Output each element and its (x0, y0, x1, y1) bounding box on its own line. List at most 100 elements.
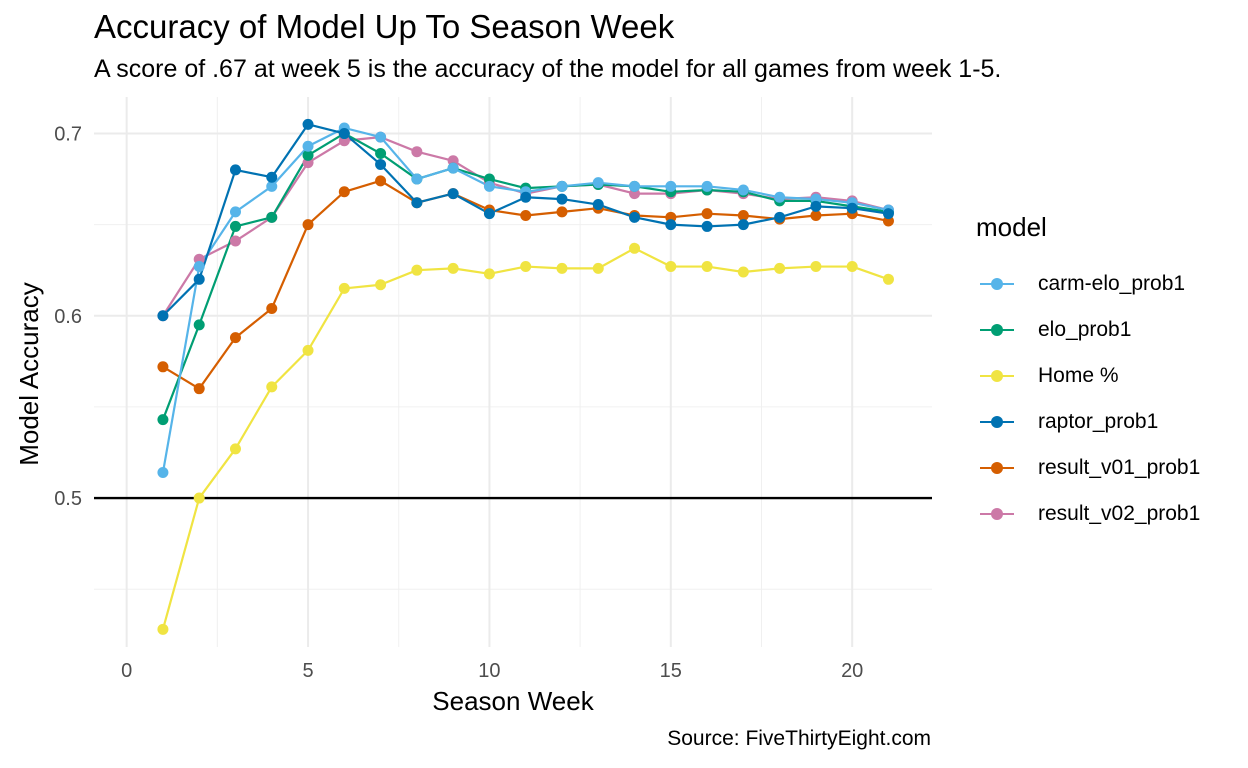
data-point-raptor-prob1 (665, 219, 677, 231)
data-point-home (338, 282, 350, 294)
legend-label: raptor_prob1 (1038, 410, 1159, 433)
legend-label: carm-elo_prob1 (1038, 272, 1186, 295)
data-point-raptor-prob1 (302, 118, 314, 130)
legend-title: model (976, 212, 1047, 242)
data-point-raptor-prob1 (629, 211, 641, 223)
legend-key (976, 274, 1018, 294)
data-point-result-v01-prob1 (266, 302, 278, 314)
legend-label: Home % (1038, 364, 1119, 387)
legend-key (976, 458, 1018, 478)
data-point-result-v01-prob1 (193, 383, 205, 395)
chart-caption: Source: FiveThirtyEight.com (667, 727, 931, 750)
legend-label: result_v02_prob1 (1038, 502, 1201, 525)
legend-item-home: Home % (976, 353, 1200, 399)
data-point-result-v01-prob1 (375, 175, 387, 187)
data-point-raptor-prob1 (375, 158, 387, 170)
legend-key-point (991, 462, 1003, 474)
data-point-elo-prob1 (193, 319, 205, 331)
legend-item-carm-elo-prob1: carm-elo_prob1 (976, 261, 1200, 307)
data-point-home (882, 273, 894, 285)
data-point-result-v02-prob1 (229, 235, 241, 247)
legend-key (976, 366, 1018, 386)
chart-title: Accuracy of Model Up To Season Week (94, 8, 675, 45)
data-point-carm-elo-prob1 (266, 180, 278, 192)
data-point-result-v01-prob1 (157, 361, 169, 373)
data-point-result-v01-prob1 (810, 209, 822, 221)
data-point-elo-prob1 (229, 220, 241, 232)
data-point-raptor-prob1 (193, 273, 205, 285)
data-point-raptor-prob1 (737, 219, 749, 231)
data-point-carm-elo-prob1 (665, 180, 677, 192)
data-point-home (483, 268, 495, 280)
data-point-raptor-prob1 (411, 197, 423, 209)
data-point-result-v01-prob1 (737, 209, 749, 221)
data-point-result-v01-prob1 (701, 208, 713, 220)
y-axis-ticks: 0.5 0.6 0.7 (54, 123, 82, 510)
data-point-home (302, 344, 314, 356)
data-point-raptor-prob1 (774, 211, 786, 223)
data-point-raptor-prob1 (556, 193, 568, 205)
data-point-home (266, 381, 278, 393)
legend-key-point (991, 370, 1003, 382)
data-point-carm-elo-prob1 (157, 467, 169, 479)
y-tick-label: 0.6 (54, 306, 82, 328)
legend-label: elo_prob1 (1038, 318, 1132, 341)
legend-key (976, 412, 1018, 432)
data-point-home (193, 492, 205, 504)
data-point-carm-elo-prob1 (737, 184, 749, 196)
data-point-elo-prob1 (375, 148, 387, 160)
data-point-result-v01-prob1 (229, 332, 241, 344)
legend-key-point (991, 416, 1003, 428)
data-point-elo-prob1 (302, 149, 314, 161)
data-point-home (556, 262, 568, 274)
data-point-raptor-prob1 (810, 200, 822, 212)
data-point-result-v02-prob1 (411, 146, 423, 158)
data-point-home (665, 261, 677, 273)
data-point-carm-elo-prob1 (302, 140, 314, 152)
legend-item-result-v02-prob1: result_v02_prob1 (976, 491, 1200, 537)
data-point-home (592, 262, 604, 274)
series-line-result-v02-prob1 (162, 136, 889, 317)
data-point-home (629, 242, 641, 254)
legend-label: result_v01_prob1 (1038, 456, 1201, 479)
data-point-carm-elo-prob1 (193, 261, 205, 273)
data-point-raptor-prob1 (483, 208, 495, 220)
data-point-home (701, 261, 713, 273)
data-point-carm-elo-prob1 (229, 206, 241, 218)
data-point-home (774, 262, 786, 274)
x-tick-label: 20 (841, 660, 863, 682)
x-tick-label: 10 (478, 660, 500, 682)
x-tick-label: 5 (302, 660, 313, 682)
data-point-home (737, 266, 749, 278)
data-point-carm-elo-prob1 (375, 131, 387, 143)
data-point-result-v01-prob1 (302, 219, 314, 231)
grid (94, 97, 932, 647)
legend-key (976, 320, 1018, 340)
data-point-carm-elo-prob1 (411, 173, 423, 185)
data-point-result-v01-prob1 (520, 209, 532, 221)
x-axis-ticks: 0 5 10 15 20 (121, 660, 863, 682)
legend-key-point (991, 508, 1003, 520)
data-point-home (810, 261, 822, 273)
legend-items: carm-elo_prob1 elo_prob1 Home % raptor_prob… (976, 261, 1200, 537)
data-point-elo-prob1 (266, 211, 278, 223)
data-point-carm-elo-prob1 (556, 180, 568, 192)
data-point-raptor-prob1 (266, 171, 278, 183)
data-point-home (157, 623, 169, 635)
data-point-raptor-prob1 (157, 310, 169, 322)
data-point-elo-prob1 (157, 414, 169, 426)
data-point-raptor-prob1 (701, 220, 713, 232)
data-point-raptor-prob1 (229, 164, 241, 176)
legend-item-raptor-prob1: raptor_prob1 (976, 399, 1200, 445)
legend: model carm-elo_prob1 elo_prob1 Home % rapto… (976, 212, 1200, 537)
legend-key (976, 504, 1018, 524)
data-point-carm-elo-prob1 (592, 177, 604, 189)
y-tick-label: 0.7 (54, 123, 82, 145)
data-point-carm-elo-prob1 (629, 180, 641, 192)
legend-key-point (991, 324, 1003, 336)
data-point-raptor-prob1 (447, 188, 459, 200)
data-point-raptor-prob1 (882, 208, 894, 220)
data-point-raptor-prob1 (338, 127, 350, 139)
data-point-home (447, 262, 459, 274)
